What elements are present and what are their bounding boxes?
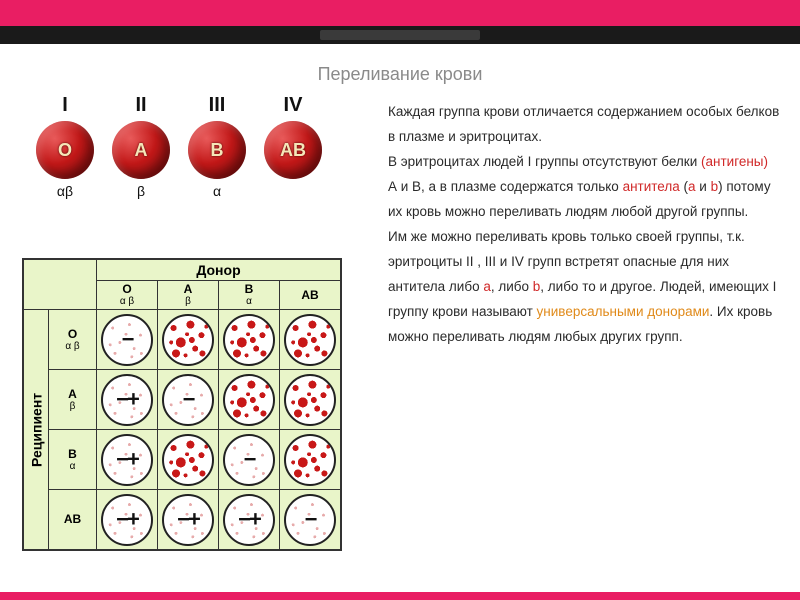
erythrocyte-icon: B bbox=[188, 121, 246, 179]
compat-cell: −+ bbox=[97, 430, 158, 490]
erythrocyte-icon: AB bbox=[264, 121, 322, 179]
compat-cell bbox=[219, 370, 280, 430]
recipient-header: Реципиент bbox=[24, 310, 49, 550]
antigen-label: A bbox=[135, 140, 148, 161]
hl-a: а bbox=[688, 179, 696, 194]
antibody-greek: αβ bbox=[57, 183, 73, 199]
antigen-label: AB bbox=[280, 140, 306, 161]
blood-cell-col: II A β bbox=[112, 94, 170, 199]
compat-cell bbox=[280, 310, 341, 370]
compat-cell: − bbox=[158, 370, 219, 430]
compat-cell bbox=[280, 430, 341, 490]
blood-type-cells-row: I O αβ II A β III B α IV AB bbox=[36, 94, 322, 199]
antigen-label: B bbox=[211, 140, 224, 161]
compat-cell: −+ bbox=[97, 370, 158, 430]
compat-cell: − bbox=[219, 430, 280, 490]
compat-cell: − bbox=[97, 310, 158, 370]
blood-cell-col: IV AB bbox=[264, 94, 322, 199]
donor-header: Донор bbox=[97, 260, 341, 281]
tab-strip bbox=[0, 26, 800, 44]
recip-row-AB: AB bbox=[49, 490, 97, 550]
roman-numeral: III bbox=[209, 94, 226, 117]
hl-antigens: (антигены) bbox=[701, 154, 768, 169]
compat-cell: −+ bbox=[219, 490, 280, 550]
compat-cell: −+ bbox=[97, 490, 158, 550]
hl-a2: а bbox=[483, 279, 491, 294]
para-1: Каждая группа крови отличается содержани… bbox=[388, 100, 780, 150]
recip-row-A: Aβ bbox=[49, 370, 97, 430]
slide-title: Переливание крови bbox=[0, 64, 800, 85]
compat-cell: − bbox=[280, 490, 341, 550]
recip-row-B: Bα bbox=[49, 430, 97, 490]
hl-universal-donors: универсальными донорами bbox=[537, 304, 710, 319]
para-2: В эритроцитах людей I группы отсутствуют… bbox=[388, 150, 780, 225]
donor-col-O: Oα β bbox=[97, 281, 158, 310]
hl-antibodies: антитела bbox=[623, 179, 680, 194]
erythrocyte-icon: O bbox=[36, 121, 94, 179]
compat-cell bbox=[158, 310, 219, 370]
blood-cell-col: III B α bbox=[188, 94, 246, 199]
accent-bottom-bar bbox=[0, 592, 800, 600]
donor-col-AB: AB bbox=[280, 281, 341, 310]
compat-cell bbox=[158, 430, 219, 490]
compatibility-matrix: Донор Oα β Aβ Bα AB Реципиент Oα β − Aβ … bbox=[22, 258, 342, 551]
para-3: Им же можно переливать кровь только свое… bbox=[388, 225, 780, 350]
roman-numeral: I bbox=[62, 94, 68, 117]
accent-top-bar bbox=[0, 0, 800, 26]
roman-numeral: IV bbox=[284, 94, 303, 117]
blood-cell-col: I O αβ bbox=[36, 94, 94, 199]
compat-cell: −+ bbox=[158, 490, 219, 550]
hl-b: b bbox=[711, 179, 719, 194]
antigen-label: O bbox=[58, 140, 72, 161]
recip-row-O: Oα β bbox=[49, 310, 97, 370]
explanation-text: Каждая группа крови отличается содержани… bbox=[388, 100, 780, 350]
erythrocyte-icon: A bbox=[112, 121, 170, 179]
donor-col-A: Aβ bbox=[158, 281, 219, 310]
antibody-greek: α bbox=[213, 183, 221, 199]
compat-cell bbox=[280, 370, 341, 430]
compat-cell bbox=[219, 310, 280, 370]
roman-numeral: II bbox=[135, 94, 146, 117]
antibody-greek: β bbox=[137, 183, 145, 199]
donor-col-B: Bα bbox=[219, 281, 280, 310]
compat-table: Донор Oα β Aβ Bα AB Реципиент Oα β − Aβ … bbox=[23, 259, 341, 550]
